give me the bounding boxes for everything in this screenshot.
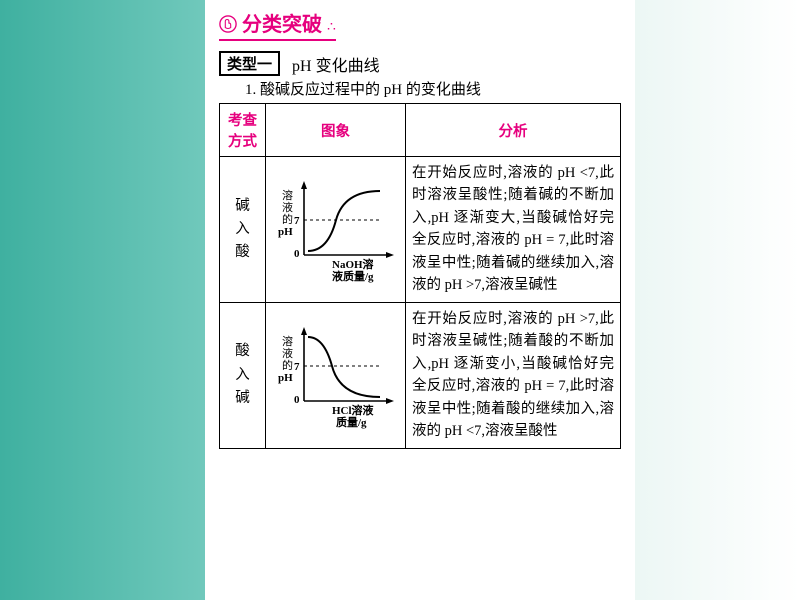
table-header-row: 考查 方式 图象 分析 (220, 104, 621, 157)
main-table: 考查 方式 图象 分析 碱 入 酸 溶 液 (219, 103, 621, 449)
chart-tick: 0 (294, 394, 300, 406)
table-row: 酸 入 碱 溶 液 的 pH 7 0 (220, 302, 621, 448)
chart-xlabel: 质量/g (336, 415, 367, 429)
header-image: 图象 (266, 104, 406, 157)
chart-tick: 0 (294, 248, 300, 260)
header-method-l2: 方式 (228, 134, 257, 150)
row2-label-c3: 碱 (226, 387, 259, 410)
section-title-text: 分类突破 (242, 14, 322, 36)
chart-xlabel: 液质量/g (332, 269, 374, 283)
row1-label-c2: 入 (226, 218, 259, 241)
row2-chart: 溶 液 的 pH 7 0 HCl溶液 质量/g (266, 302, 406, 448)
row1-label: 碱 入 酸 (220, 157, 266, 303)
chart-ylabel: 溶 (282, 334, 293, 348)
chart-ylabel: 溶 (282, 188, 293, 202)
header-analysis: 分析 (406, 104, 621, 157)
row1-chart: 溶 液 的 pH 7 0 NaOH溶 液质量/g (266, 157, 406, 303)
row2-analysis: 在开始反应时,溶液的 pH >7,此时溶液呈碱性;随着酸的不断加入,pH 逐渐变… (406, 302, 621, 448)
chart-xlabel: HCl溶液 (332, 403, 375, 417)
row2-label: 酸 入 碱 (220, 302, 266, 448)
hand-icon (219, 15, 237, 33)
chart-ylabel: 的 (282, 358, 293, 372)
chart-tick: 7 (294, 361, 300, 373)
chart-ylabel: 液 (282, 346, 293, 360)
chart-ylabel: 的 (282, 212, 293, 226)
row1-label-c3: 酸 (226, 241, 259, 264)
document-page: 分类突破 ∴ 类型一 pH 变化曲线 1. 酸碱反应过程中的 pH 的变化曲线 … (205, 0, 635, 600)
chart-ylabel: pH (278, 226, 293, 238)
type-box: 类型一 (219, 51, 280, 76)
type-title: pH 变化曲线 (292, 52, 380, 76)
s-curve-up-chart: 溶 液 的 pH 7 0 NaOH溶 液质量/g (272, 175, 402, 283)
row2-label-c1: 酸 (226, 340, 259, 363)
table-row: 碱 入 酸 溶 液 的 pH 7 (220, 157, 621, 303)
sub-title: 1. 酸碱反应过程中的 pH 的变化曲线 (245, 78, 621, 99)
row1-label-c1: 碱 (226, 195, 259, 218)
chart-xlabel: NaOH溶 (332, 257, 374, 271)
header-method: 考查 方式 (220, 104, 266, 157)
section-title: 分类突破 ∴ (219, 8, 336, 41)
chart-ylabel: 液 (282, 200, 293, 214)
header-method-l1: 考查 (228, 113, 257, 129)
row2-label-c2: 入 (226, 364, 259, 387)
row1-analysis-text: 在开始反应时,溶液的 pH <7,此时溶液呈酸性;随着碱的不断加入,pH 逐渐变… (412, 162, 614, 297)
row1-analysis: 在开始反应时,溶液的 pH <7,此时溶液呈酸性;随着碱的不断加入,pH 逐渐变… (406, 157, 621, 303)
row2-analysis-text: 在开始反应时,溶液的 pH >7,此时溶液呈碱性;随着酸的不断加入,pH 逐渐变… (412, 308, 614, 443)
s-curve-down-chart: 溶 液 的 pH 7 0 HCl溶液 质量/g (272, 321, 402, 429)
chart-ylabel: pH (278, 372, 293, 384)
type-row: 类型一 pH 变化曲线 (219, 51, 621, 76)
section-dots: ∴ (327, 20, 336, 35)
chart-tick: 7 (294, 215, 300, 227)
